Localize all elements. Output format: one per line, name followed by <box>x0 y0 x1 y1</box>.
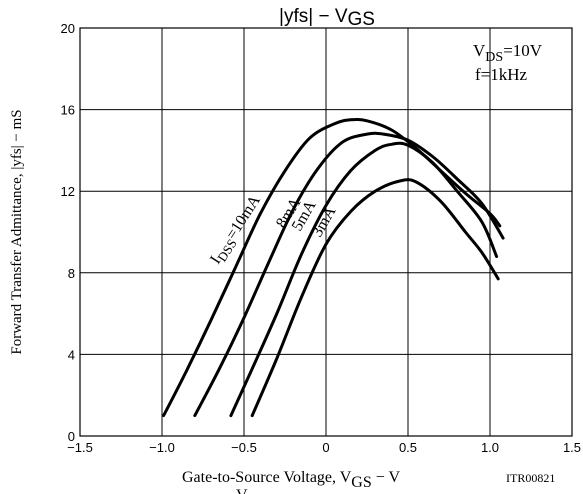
y-tick-label: 16 <box>61 103 75 118</box>
y-tick-label: 8 <box>68 266 75 281</box>
bottom-cut-text: V <box>236 487 248 494</box>
series-line-5mA <box>229 141 499 418</box>
x-tick-label: −1.0 <box>149 440 175 455</box>
x-tick-label: 0 <box>322 440 329 455</box>
series-line-8mA <box>193 131 505 418</box>
chart-title: |yfs| − VGS <box>279 6 375 30</box>
tick-labels: −1.5 −1.0 −0.5 0 0.5 1.0 1.5 0 4 8 12 16 20 <box>61 21 582 455</box>
y-axis-label: Forward Transfer Admittance, |yfs| − mS <box>9 109 25 354</box>
vds-condition: VDS=10V <box>473 41 543 65</box>
x-axis-label: Gate-to-Source Voltage, VGS − V <box>182 469 400 491</box>
y-tick-label: 20 <box>61 21 75 36</box>
x-tick-label: 1.0 <box>481 440 499 455</box>
y-tick-label: 12 <box>61 184 75 199</box>
figure-code: ITR00821 <box>506 471 555 485</box>
x-tick-label: −1.5 <box>67 440 93 455</box>
y-tick-label: 0 <box>68 429 75 444</box>
x-tick-label: 1.5 <box>563 440 581 455</box>
curves <box>162 117 505 418</box>
series-label-10mA: IDSS=10mA <box>207 192 267 269</box>
x-tick-label: 0.5 <box>399 440 417 455</box>
series-line-3mA <box>250 178 500 418</box>
x-tick-label: −0.5 <box>231 440 257 455</box>
y-tick-label: 4 <box>68 347 75 362</box>
plot-frame <box>79 27 573 437</box>
freq-condition: f=1kHz <box>475 65 528 84</box>
series-line-10mA <box>162 117 502 418</box>
